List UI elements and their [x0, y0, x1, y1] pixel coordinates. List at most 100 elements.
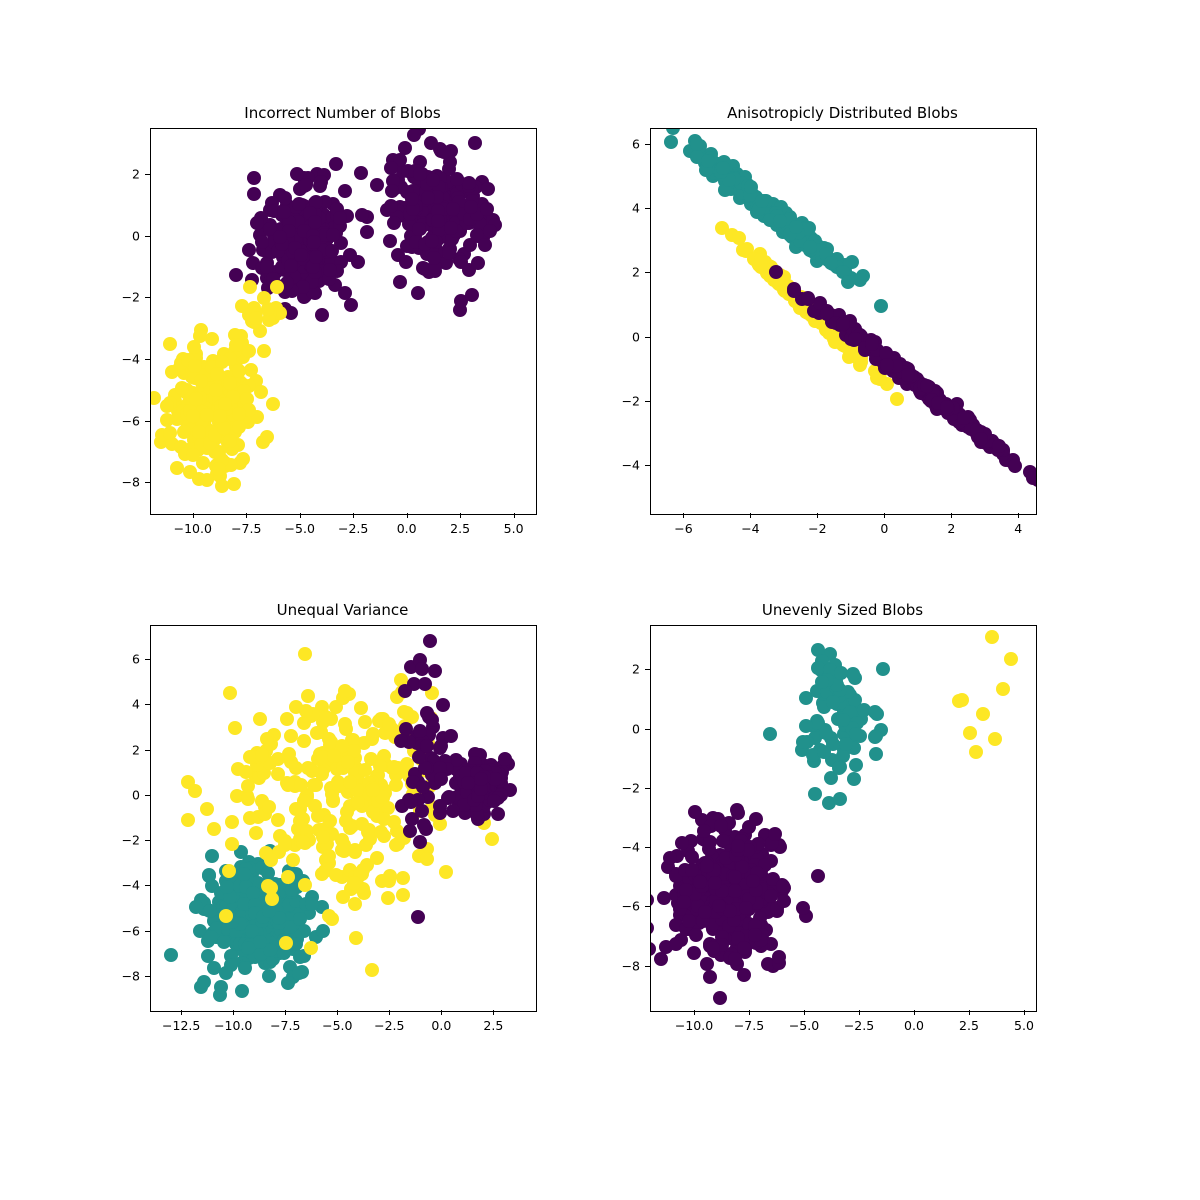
scatter-point	[241, 941, 255, 955]
scatter-point	[969, 745, 983, 759]
scatter-point	[163, 337, 177, 351]
x-tick	[514, 513, 515, 518]
y-tick	[145, 297, 150, 298]
scatter-point	[425, 234, 439, 248]
subplot-title: Anisotropicly Distributed Blobs	[650, 104, 1035, 122]
scatter-point	[1008, 459, 1022, 473]
scatter-point	[446, 202, 460, 216]
scatter-point	[824, 256, 838, 270]
scatter-point	[411, 910, 425, 924]
scatter-point	[325, 912, 339, 926]
x-tick	[441, 1010, 442, 1015]
x-tick	[1024, 1010, 1025, 1015]
scatter-point	[444, 729, 458, 743]
scatter-point	[203, 904, 217, 918]
scatter-point	[920, 379, 934, 393]
scatter-point	[988, 732, 1002, 746]
scatter-point	[716, 161, 730, 175]
scatter-point	[777, 894, 791, 908]
scatter-point	[329, 157, 343, 171]
x-tick-label: 0.0	[904, 1018, 924, 1033]
scatter-point	[483, 224, 497, 238]
scatter-point	[462, 176, 476, 190]
scatter-point	[1026, 471, 1037, 485]
y-tick-label: −4	[600, 840, 640, 855]
scatter-point	[307, 235, 321, 249]
scatter-point	[787, 284, 801, 298]
scatter-point	[348, 843, 362, 857]
scatter-point	[755, 194, 769, 208]
scatter-point	[442, 790, 456, 804]
scatter-point	[351, 795, 365, 809]
scatter-point	[170, 461, 184, 475]
scatter-point	[366, 783, 380, 797]
y-tick-label: −6	[100, 923, 140, 938]
x-tick	[353, 513, 354, 518]
scatter-point	[299, 178, 313, 192]
scatter-point	[304, 941, 318, 955]
scatter-point	[247, 171, 261, 185]
subplot-unequal-variance: Unequal Variance	[150, 601, 535, 1010]
scatter-point	[442, 246, 456, 260]
scatter-point	[188, 359, 202, 373]
y-tick-label: 0	[600, 721, 640, 736]
scatter-point	[491, 807, 505, 821]
scatter-point	[232, 407, 246, 421]
x-tick-label: 5.0	[504, 521, 524, 536]
scatter-point	[682, 914, 696, 928]
x-tick-label: 4	[1014, 521, 1022, 536]
scatter-point	[281, 976, 295, 990]
scatter-point	[880, 358, 894, 372]
scatter-point	[223, 686, 237, 700]
x-tick-label: −5.0	[285, 521, 315, 536]
y-tick-label: 6	[600, 137, 640, 152]
y-tick	[645, 337, 650, 338]
scatter-point	[192, 425, 206, 439]
x-tick-label: −2.5	[844, 1018, 874, 1033]
scatter-point	[901, 368, 915, 382]
x-tick-label: −2.5	[374, 1018, 404, 1033]
y-tick	[145, 421, 150, 422]
scatter-point	[294, 778, 308, 792]
scatter-point	[413, 835, 427, 849]
scatter-point	[808, 787, 822, 801]
scatter-point	[478, 238, 492, 252]
scatter-point	[220, 880, 234, 894]
scatter-point	[796, 901, 810, 915]
scatter-point	[847, 772, 861, 786]
scatter-point	[188, 784, 202, 798]
y-tick-label: −6	[100, 413, 140, 428]
scatter-point	[186, 448, 200, 462]
scatter-point	[197, 975, 211, 989]
scatter-point	[225, 837, 239, 851]
x-tick-label: −2.5	[338, 521, 368, 536]
scatter-point	[296, 812, 310, 826]
y-tick-label: −4	[100, 352, 140, 367]
x-tick-label: 2	[947, 521, 955, 536]
x-tick-label: −7.5	[270, 1018, 300, 1033]
scatter-point	[255, 235, 269, 249]
scatter-point	[385, 184, 399, 198]
scatter-point	[461, 776, 475, 790]
scatter-point	[763, 727, 777, 741]
scatter-point	[209, 383, 223, 397]
scatter-point	[210, 367, 224, 381]
y-tick-label: −2	[100, 290, 140, 305]
scatter-point	[163, 426, 177, 440]
scatter-point	[869, 747, 883, 761]
scatter-point	[243, 280, 257, 294]
x-tick	[969, 1010, 970, 1015]
scatter-point	[247, 187, 261, 201]
scatter-point	[297, 794, 311, 808]
scatter-point	[360, 225, 374, 239]
scatter-point	[428, 664, 442, 678]
scatter-point	[650, 893, 654, 907]
scatter-point	[480, 202, 494, 216]
scatter-point	[776, 879, 790, 893]
scatter-point	[423, 634, 437, 648]
scatter-point	[421, 191, 435, 205]
scatter-point	[690, 137, 704, 151]
scatter-point	[963, 726, 977, 740]
scatter-point	[343, 775, 357, 789]
scatter-point	[876, 662, 890, 676]
